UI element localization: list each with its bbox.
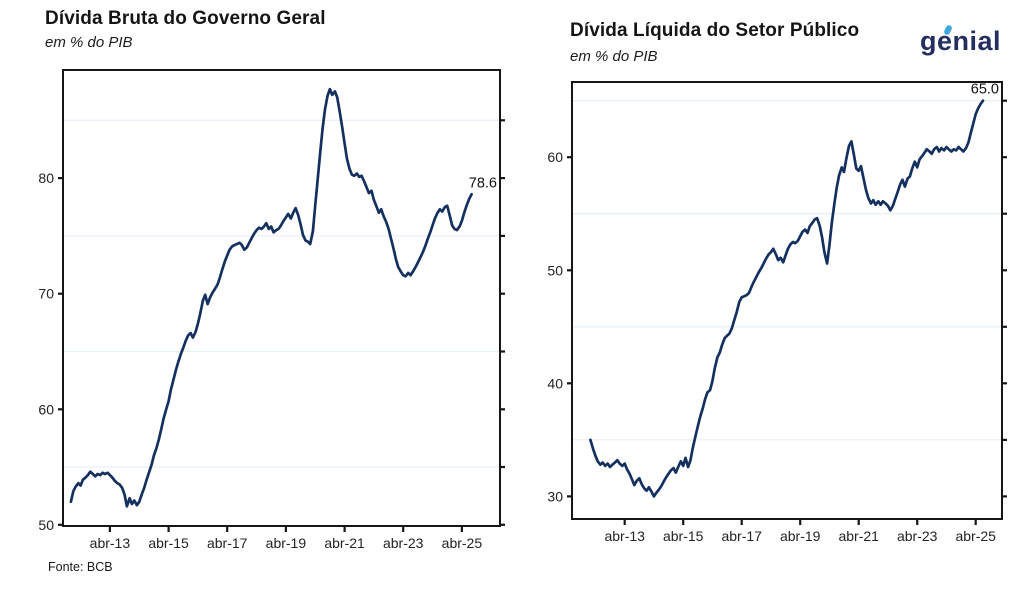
- net-debt-chart-subtitle: em % do PIB: [570, 48, 658, 65]
- svg-text:60: 60: [38, 401, 54, 417]
- svg-text:80: 80: [38, 170, 54, 186]
- gross-debt-line-chart: 50 60 70 80 abr-13 abr-15 abr-17 abr-19 abr-21 ab…: [38, 69, 505, 551]
- gross-debt-chart-subtitle: em % do PIB: [45, 34, 133, 51]
- net-debt-chart-title: Dívida Líquida do Setor Público: [570, 20, 860, 41]
- svg-text:abr-17: abr-17: [721, 528, 762, 544]
- svg-text:40: 40: [547, 375, 563, 391]
- svg-text:78.6: 78.6: [469, 175, 497, 191]
- svg-text:50: 50: [547, 262, 563, 278]
- svg-text:abr-23: abr-23: [897, 528, 938, 544]
- net-debt-line-chart: 30 40 50 60 abr-13 abr-15 abr-17 abr-19 abr-21 ab…: [547, 81, 1007, 544]
- svg-text:60: 60: [547, 149, 563, 165]
- svg-text:70: 70: [38, 286, 54, 302]
- svg-text:abr-19: abr-19: [780, 528, 821, 544]
- svg-text:65.0: 65.0: [971, 82, 999, 98]
- svg-text:abr-13: abr-13: [90, 535, 131, 551]
- svg-text:50: 50: [38, 517, 54, 533]
- svg-text:abr-17: abr-17: [207, 535, 248, 551]
- svg-text:abr-23: abr-23: [383, 535, 424, 551]
- svg-text:30: 30: [547, 488, 563, 504]
- svg-text:abr-25: abr-25: [955, 528, 996, 544]
- svg-text:abr-25: abr-25: [442, 535, 483, 551]
- svg-text:abr-19: abr-19: [266, 535, 307, 551]
- svg-text:abr-13: abr-13: [604, 528, 645, 544]
- source-note: Fonte: BCB: [48, 560, 113, 574]
- svg-text:abr-15: abr-15: [663, 528, 704, 544]
- gross-debt-chart-title: Dívida Bruta do Governo Geral: [45, 8, 326, 29]
- genial-logo-text: genial: [920, 26, 1002, 56]
- svg-text:abr-15: abr-15: [148, 535, 189, 551]
- genial-logo: genial: [920, 24, 1002, 56]
- svg-text:abr-21: abr-21: [324, 535, 365, 551]
- svg-text:abr-21: abr-21: [838, 528, 879, 544]
